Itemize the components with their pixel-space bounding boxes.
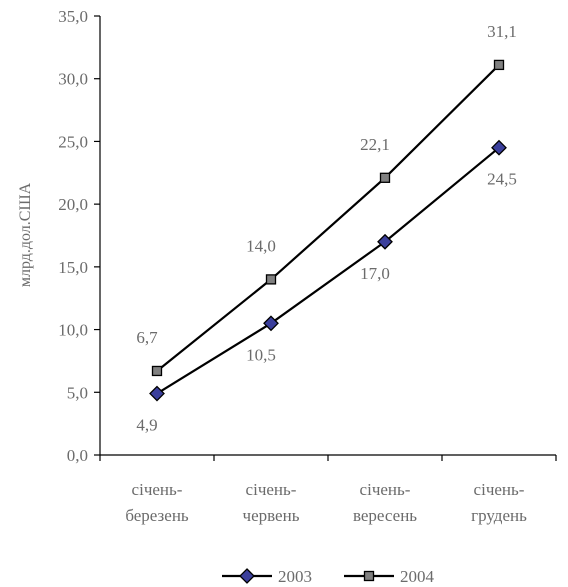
data-point: [265, 274, 277, 285]
legend-square-icon: [363, 570, 375, 582]
data-label: 10,5: [246, 345, 276, 364]
series: 4,9 10,5 17,0 24,5 6,7 14,0 22,1 31,1: [136, 22, 517, 435]
data-point: [149, 385, 165, 402]
data-point: [151, 365, 163, 377]
data-label: 14,0: [246, 236, 276, 255]
series-2004: 6,7 14,0 22,1 31,1: [136, 22, 517, 377]
legend-label: 2004: [400, 567, 435, 586]
series-2003: 4,9 10,5 17,0 24,5: [136, 139, 517, 435]
y-tick-label: 20,0: [58, 195, 88, 214]
y-tick-label: 10,0: [58, 321, 88, 340]
data-label: 4,9: [136, 416, 157, 435]
legend-item-2003: 2003: [222, 567, 312, 586]
data-label: 17,0: [360, 264, 390, 283]
x-tick-label: січень-грудень: [471, 480, 527, 525]
x-tick-label: січень-березень: [125, 480, 189, 525]
data-point: [379, 172, 391, 183]
y-tick-label: 35,0: [58, 7, 88, 26]
x-tick-label: січень-червень: [243, 480, 300, 525]
data-label: 22,1: [360, 135, 390, 154]
legend-label: 2003: [278, 567, 312, 586]
y-tick-label: 5,0: [67, 383, 88, 402]
data-label: 31,1: [487, 22, 517, 41]
y-tick-label: 0,0: [67, 446, 88, 465]
x-tick-label: січень-вересень: [353, 480, 417, 525]
legend-diamond-icon: [239, 568, 255, 584]
data-point: [493, 59, 505, 71]
y-tick-label: 25,0: [58, 132, 88, 151]
y-tick-label: 15,0: [58, 258, 88, 277]
y-axis-title: млрд.дол.США: [17, 182, 34, 287]
series-line: [156, 64, 500, 372]
data-label: 6,7: [136, 328, 158, 347]
series-line: [156, 146, 500, 395]
data-point: [491, 139, 507, 156]
data-point: [263, 315, 279, 332]
x-axis: січень-березень січень-червень січень-вере…: [99, 454, 557, 525]
y-axis: 0,0 5,0 10,0 15,0 20,0 25,0 30,0 35,0: [58, 7, 101, 465]
data-point: [377, 233, 393, 250]
legend-item-2004: 2004: [344, 567, 435, 586]
legend: 2003 2004: [222, 567, 435, 586]
data-label: 24,5: [487, 170, 517, 189]
y-tick-label: 30,0: [58, 70, 88, 89]
